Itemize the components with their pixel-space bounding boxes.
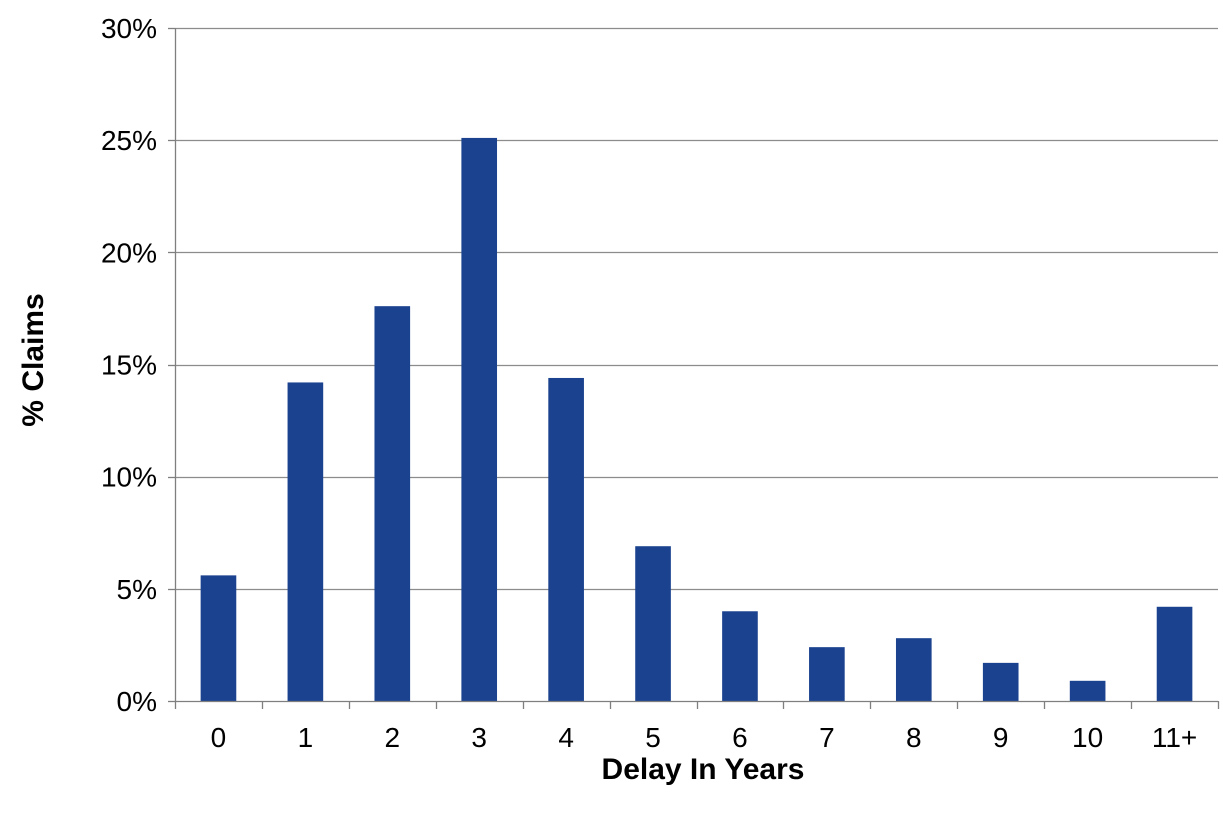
- axes: [168, 27, 1220, 709]
- x-tick-label: 8: [906, 722, 922, 753]
- y-tick-labels: 0% 5% 10% 15% 20% 25% 30%: [101, 13, 157, 717]
- x-tick-label: 6: [732, 722, 748, 753]
- y-tick-label: 15%: [101, 350, 157, 381]
- bar-2: [374, 306, 411, 701]
- bar-7: [809, 647, 845, 701]
- bar-0: [200, 575, 237, 701]
- bar-1: [287, 382, 324, 701]
- x-tick-label: 7: [819, 722, 835, 753]
- x-tick-label: 2: [385, 722, 401, 753]
- x-tick-label: 11+: [1152, 722, 1197, 753]
- x-tick-label: 9: [993, 722, 1009, 753]
- x-tick-label: 1: [298, 722, 314, 753]
- x-tick-label: 10: [1072, 722, 1103, 753]
- bar-4: [548, 377, 584, 701]
- x-tick-label: 4: [558, 722, 574, 753]
- bar-3: [461, 137, 498, 701]
- bars: [200, 137, 1193, 701]
- y-tick-label: 25%: [101, 125, 157, 156]
- gridlines: [175, 27, 1218, 591]
- y-tick-label: 10%: [101, 462, 157, 493]
- bar-9: [982, 662, 1019, 701]
- y-axis-title: % Claims: [17, 293, 50, 426]
- y-tick-label: 30%: [101, 13, 157, 44]
- y-tick-label: 5%: [117, 574, 157, 605]
- bar-6: [722, 611, 758, 701]
- y-tick-label: 20%: [101, 237, 157, 268]
- x-tick-label: 3: [471, 722, 487, 753]
- bar-11-plus: [1156, 606, 1193, 701]
- bar-8: [895, 638, 932, 701]
- x-tick-labels: 0 1 2 3 4 5 6 7 8 9 10 11+: [211, 722, 1198, 753]
- x-tick-label: 5: [645, 722, 661, 753]
- x-tick-label: 0: [211, 722, 227, 753]
- bar-5: [635, 546, 671, 701]
- y-tick-label: 0%: [117, 686, 157, 717]
- bar-10: [1069, 680, 1106, 701]
- x-axis-title: Delay In Years: [602, 753, 805, 786]
